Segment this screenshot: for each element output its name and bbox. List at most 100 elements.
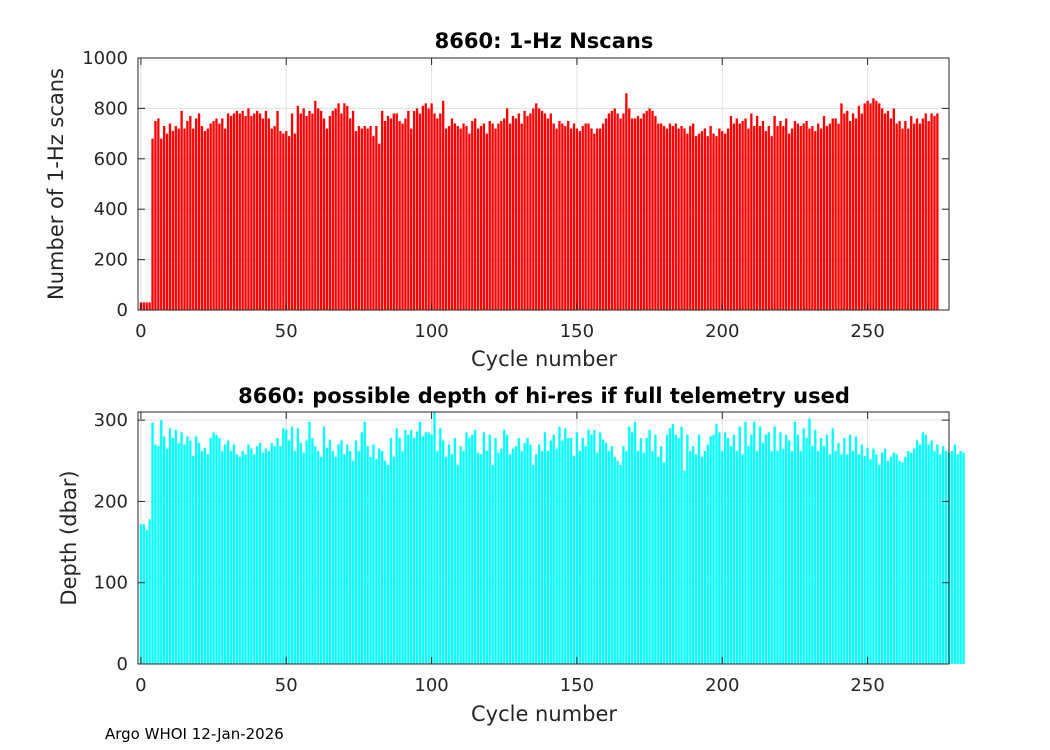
depth-bar <box>250 448 253 664</box>
depth-y-axis-label: Depth (dbar) <box>57 470 81 605</box>
depth-bar <box>660 446 663 664</box>
depth-bar <box>508 454 512 664</box>
nscans-bar <box>645 110 648 310</box>
nscans-bar <box>444 128 448 310</box>
nscans-bar <box>857 105 861 310</box>
depth-bar <box>849 434 852 664</box>
depth-bar <box>567 438 570 664</box>
nscans-bar <box>299 113 302 310</box>
depth-bar <box>363 421 366 664</box>
nscans-bar <box>229 115 233 311</box>
nscans-bar <box>287 136 291 310</box>
nscans-bar <box>546 118 550 310</box>
depth-bar <box>895 454 898 664</box>
nscans-bar <box>793 121 797 310</box>
nscans-bar <box>314 100 317 310</box>
nscans-bar <box>197 113 201 310</box>
nscans-bar <box>843 113 846 310</box>
nscans-bar <box>779 121 782 310</box>
nscans-bar <box>459 128 462 310</box>
nscans-bar <box>174 126 177 310</box>
nscans-bar <box>203 131 207 310</box>
nscans-bar <box>349 118 352 310</box>
nscans-bars <box>139 93 939 311</box>
depth-panel: 8660: possible depth of hi-res if full t… <box>57 384 965 726</box>
depth-bar <box>314 446 317 664</box>
nscans-bar <box>450 118 454 310</box>
depth-bar <box>793 421 797 664</box>
nscans-bar <box>474 118 477 310</box>
nscans-bar <box>578 131 581 310</box>
nscans-bar <box>540 110 544 310</box>
depth-bar <box>732 434 736 664</box>
depth-bar <box>354 440 358 664</box>
depth-x-tick-label: 100 <box>414 675 448 696</box>
depth-y-tick-label: 200 <box>94 491 128 512</box>
nscans-bar <box>552 123 555 311</box>
depth-bar <box>192 455 195 664</box>
nscans-bar <box>535 103 538 310</box>
depth-bar <box>162 436 166 664</box>
depth-bar <box>915 440 919 664</box>
nscans-bar <box>296 105 300 310</box>
depth-bar <box>886 460 890 664</box>
nscans-bar <box>148 302 151 310</box>
nscans-bar <box>619 118 622 310</box>
depth-bar <box>200 451 204 664</box>
depth-bar <box>212 432 215 664</box>
depth-bar <box>898 460 901 664</box>
depth-bar <box>186 436 189 664</box>
nscans-bar <box>290 113 294 310</box>
nscans-bar <box>258 113 262 310</box>
depth-bar <box>735 451 738 664</box>
depth-bar <box>404 429 407 664</box>
nscans-bar <box>340 113 343 310</box>
nscans-bar <box>694 136 698 310</box>
depth-bar <box>497 452 500 664</box>
depth-bar <box>447 444 451 664</box>
depth-bar <box>349 451 352 664</box>
depth-bar <box>285 429 288 664</box>
nscans-bar <box>616 113 619 310</box>
depth-bar <box>657 456 660 664</box>
depth-bar <box>378 448 381 664</box>
depth-bar <box>157 446 160 664</box>
depth-bar <box>837 442 840 664</box>
nscans-bar <box>392 113 395 310</box>
depth-bar <box>151 422 154 664</box>
nscans-bar <box>572 123 576 311</box>
nscans-bar <box>660 123 663 311</box>
nscans-plot-frame <box>137 57 950 311</box>
nscans-bar <box>494 128 497 310</box>
nscans-bar <box>651 110 654 310</box>
nscans-bar <box>648 108 651 311</box>
nscans-bar <box>761 121 765 310</box>
depth-bar <box>814 429 817 664</box>
depth-bar <box>485 451 488 664</box>
depth-bar <box>593 429 596 664</box>
depth-bar <box>808 418 811 664</box>
nscans-bar <box>537 108 541 311</box>
depth-bar <box>546 451 550 664</box>
nscans-bar <box>703 128 706 310</box>
nscans-bar <box>264 110 268 310</box>
depth-bar <box>270 442 273 664</box>
depth-bar <box>337 444 340 664</box>
depth-bar <box>386 464 390 664</box>
nscans-bar <box>165 133 169 310</box>
nscans-bar <box>189 115 192 311</box>
depth-bar <box>256 446 259 664</box>
nscans-y-tick-label: 200 <box>94 250 128 271</box>
depth-bar <box>811 446 814 664</box>
depth-bar <box>831 428 834 664</box>
nscans-bar <box>549 113 552 310</box>
nscans-bar <box>468 133 471 310</box>
nscans-bar <box>177 128 180 310</box>
nscans-bar <box>232 113 236 310</box>
depth-bar <box>194 436 198 664</box>
nscans-bar <box>331 110 334 310</box>
nscans-bar <box>840 103 843 310</box>
depth-bar <box>773 426 776 664</box>
depth-bar <box>221 451 224 664</box>
depth-bar <box>526 438 529 664</box>
